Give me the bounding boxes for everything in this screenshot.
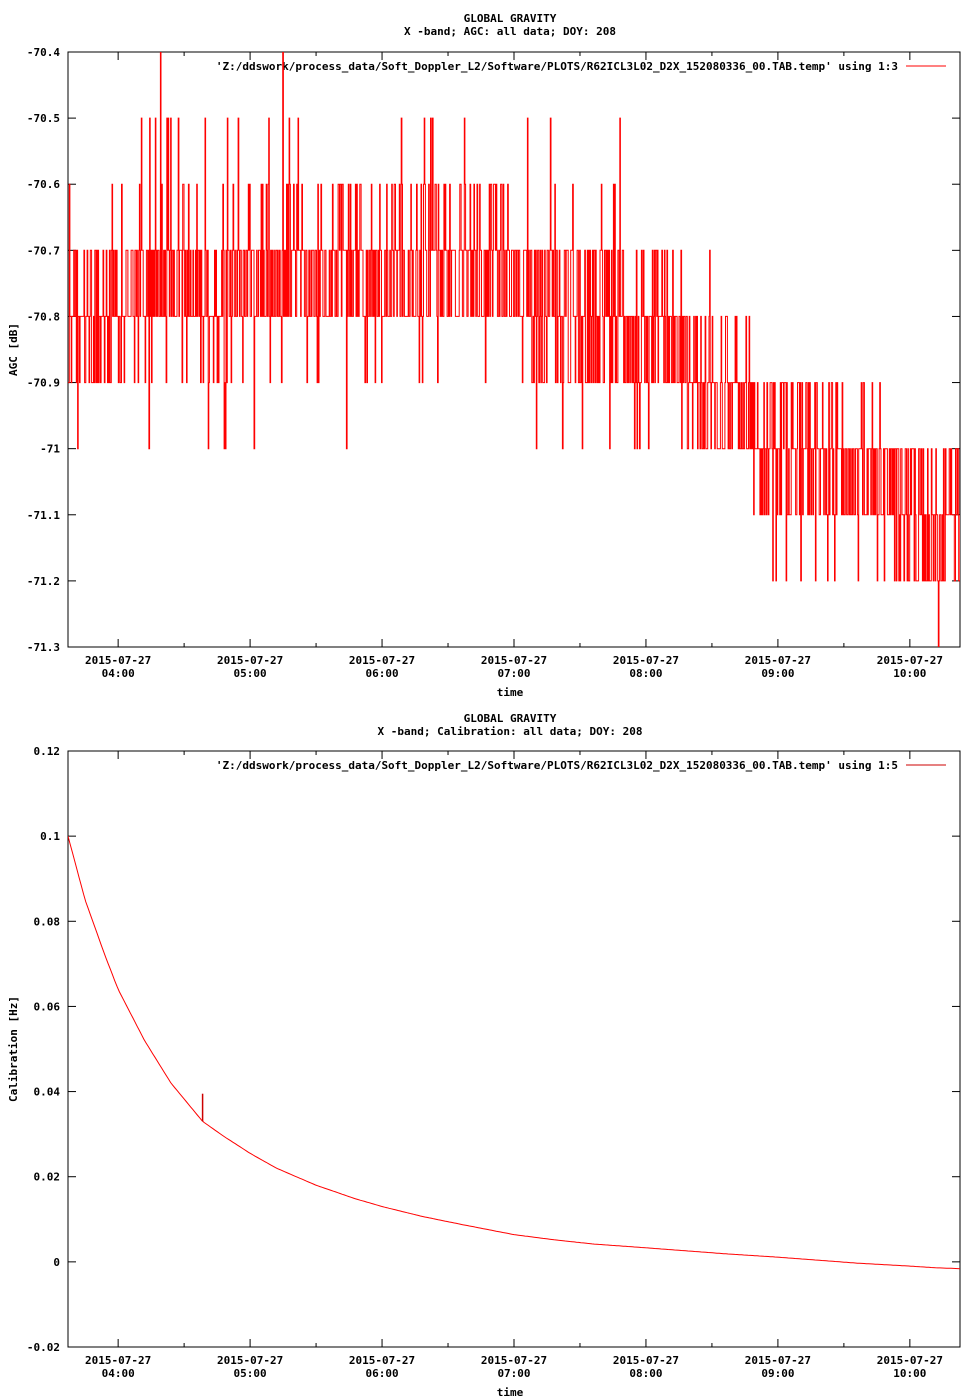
chart-subtitle: X -band; Calibration: all data; DOY: 208 [378,725,643,738]
y-tick-label: -70.5 [27,112,60,125]
chart-title: GLOBAL GRAVITY [464,12,557,25]
y-tick-label: 0.02 [34,1171,61,1184]
chart-subtitle: X -band; AGC: all data; DOY: 208 [404,25,616,38]
x-tick-date: 2015-07-27 [85,654,151,667]
x-tick-date: 2015-07-27 [613,1354,679,1367]
x-tick-time: 05:00 [234,667,267,680]
x-tick-time: 06:00 [365,1367,398,1380]
x-axis-label: time [497,1386,524,1399]
x-tick-date: 2015-07-27 [745,654,811,667]
y-tick-label: 0.08 [34,915,61,928]
y-tick-label: 0.06 [34,1000,61,1013]
x-tick-time: 07:00 [497,667,530,680]
y-tick-label: -0.02 [27,1341,60,1354]
x-tick-date: 2015-07-27 [613,654,679,667]
y-tick-label: -70.8 [27,310,60,323]
y-tick-label: 0.1 [40,830,60,843]
y-tick-label: -71 [40,443,60,456]
x-tick-time: 06:00 [365,667,398,680]
x-tick-date: 2015-07-27 [877,1354,943,1367]
x-tick-time: 10:00 [893,667,926,680]
y-tick-label: -71.2 [27,575,60,588]
x-tick-date: 2015-07-27 [349,1354,415,1367]
y-tick-label: 0.04 [34,1086,61,1099]
x-tick-time: 09:00 [761,667,794,680]
x-tick-date: 2015-07-27 [481,654,547,667]
x-tick-time: 08:00 [629,1367,662,1380]
x-tick-time: 05:00 [234,1367,267,1380]
legend-label: 'Z:/ddswork/process_data/Soft_Doppler_L2… [216,60,898,73]
y-tick-label: -70.4 [27,46,60,59]
x-tick-time: 04:00 [102,1367,135,1380]
y-tick-label: -70.7 [27,244,60,257]
plot-frame [67,750,961,1348]
y-tick-label: -70.6 [27,178,60,191]
x-tick-time: 04:00 [102,667,135,680]
x-tick-date: 2015-07-27 [745,1354,811,1367]
y-axis-label: Calibration [Hz] [7,996,20,1102]
legend-label: 'Z:/ddswork/process_data/Soft_Doppler_L2… [216,759,898,772]
y-tick-label: -71.3 [27,641,60,654]
data-trace [68,835,960,1270]
x-tick-time: 08:00 [629,667,662,680]
x-tick-date: 2015-07-27 [349,654,415,667]
agc-line [68,52,960,647]
chart-title: GLOBAL GRAVITY [464,712,557,725]
y-axis-label: AGC [dB] [7,323,20,376]
data-trace [68,52,960,647]
x-tick-time: 07:00 [497,1367,530,1380]
x-tick-date: 2015-07-27 [877,654,943,667]
y-tick-label: -70.9 [27,377,60,390]
y-tick-label: -71.1 [27,509,60,522]
x-tick-date: 2015-07-27 [481,1354,547,1367]
x-tick-date: 2015-07-27 [217,654,283,667]
x-tick-time: 09:00 [761,1367,794,1380]
x-tick-date: 2015-07-27 [217,1354,283,1367]
x-axis-label: time [497,686,524,699]
y-tick-label: 0 [53,1256,60,1269]
y-tick-label: 0.12 [34,745,61,758]
x-tick-date: 2015-07-27 [85,1354,151,1367]
plot-frame [67,51,961,648]
x-tick-time: 10:00 [893,1367,926,1380]
calibration-line [68,835,960,1270]
